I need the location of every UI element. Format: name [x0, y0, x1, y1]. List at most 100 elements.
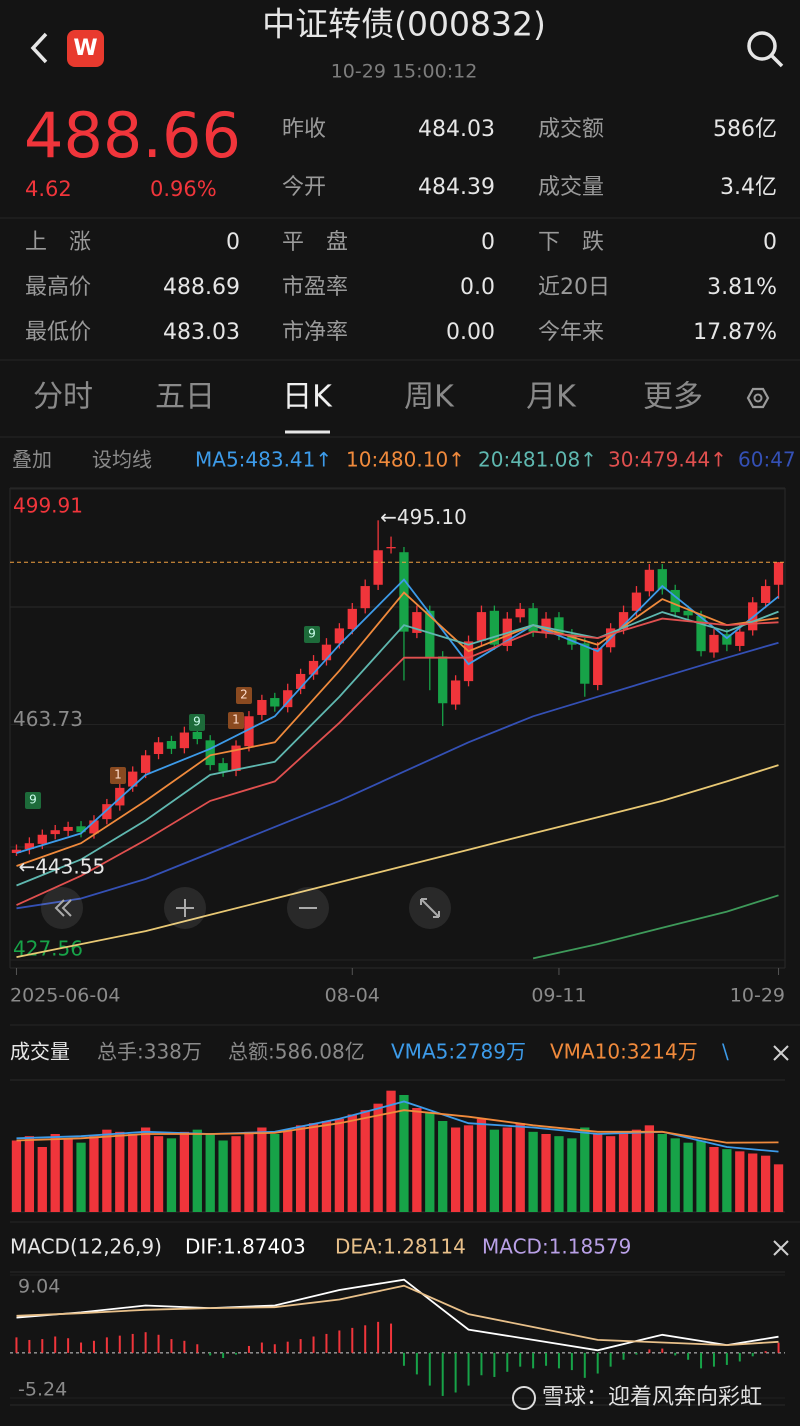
- stat-value: 0.00: [446, 320, 495, 345]
- indicator-line: [16, 1284, 779, 1347]
- volume-bar: [748, 1153, 758, 1212]
- volume-bar: [140, 1127, 151, 1212]
- chart-tool[interactable]: 叠加: [12, 448, 52, 472]
- badge: [110, 767, 126, 784]
- badge-label: 9: [308, 627, 316, 641]
- watermark: 雪球：迎着风奔向彩虹: [542, 1385, 762, 1410]
- indicator-line: [16, 617, 779, 906]
- period-tab[interactable]: 周K: [404, 380, 455, 415]
- period-tab[interactable]: 日K: [282, 380, 333, 415]
- volume-bar: [554, 1136, 564, 1212]
- volume-bar: [502, 1127, 512, 1212]
- watermark-logo: [512, 1386, 536, 1410]
- scroll-left-button[interactable]: [41, 887, 83, 929]
- badge-label: 1: [232, 713, 240, 727]
- chart-settings[interactable]: [746, 387, 770, 409]
- fullscreen-button[interactable]: [409, 887, 451, 929]
- price-change-pct: 0.96%: [150, 177, 217, 201]
- candle-body: [541, 618, 551, 633]
- back-button[interactable]: [30, 32, 48, 64]
- zoom-in-button[interactable]: [164, 887, 206, 929]
- stat-label: 最低价: [25, 320, 91, 345]
- zoom-out-button[interactable]: [287, 887, 329, 929]
- y-tick-label: 499.91: [13, 494, 83, 518]
- volume-bar: [657, 1134, 667, 1212]
- period-tab[interactable]: 五日: [155, 380, 215, 415]
- indicator-line: [16, 1278, 779, 1352]
- indicator-line: [16, 610, 779, 887]
- candle-body: [696, 616, 706, 652]
- period-tab[interactable]: 月K: [526, 380, 577, 415]
- volume-bar: [153, 1136, 164, 1212]
- volume-bar: [205, 1134, 215, 1212]
- badge-label: 2: [240, 688, 248, 702]
- chart-tool[interactable]: 设均线: [92, 448, 152, 472]
- stat-label: 平 盘: [282, 230, 348, 255]
- indicator-line: [16, 1109, 779, 1144]
- search-button[interactable]: [747, 31, 784, 68]
- volume-bar: [760, 1155, 771, 1212]
- volume-bar: [270, 1134, 280, 1212]
- candle-body: [24, 843, 35, 850]
- candle-body: [115, 787, 125, 806]
- signal-badges: 9 1 9 1 2 9: [25, 626, 320, 809]
- volume-bar: [257, 1127, 267, 1212]
- volume-bar: [567, 1138, 577, 1212]
- indicator-line: [16, 641, 779, 910]
- stat-label: 成交量: [538, 175, 604, 200]
- close-volume[interactable]: [773, 1045, 789, 1061]
- y-tick-label: 463.73: [13, 707, 83, 731]
- volume-bar: [102, 1129, 112, 1212]
- candle-body: [773, 562, 784, 585]
- candle-body: [528, 608, 538, 632]
- ma-legend: MA5:483.41↑: [195, 448, 332, 472]
- candle-body: [257, 699, 267, 715]
- stat-value: 0: [763, 230, 777, 255]
- stat-label: 市净率: [282, 320, 348, 345]
- volume-bar: [683, 1142, 693, 1212]
- stat-label: 最高价: [25, 275, 91, 300]
- volume-bar: [24, 1136, 35, 1212]
- chart-layer: 499.91 463.73 427.56 2025-06-04 08-04 09-11 10…: [10, 448, 796, 1401]
- period-tab[interactable]: 分时: [33, 380, 93, 415]
- stat-label: 近20日: [538, 275, 610, 300]
- period-tab[interactable]: 更多: [643, 380, 703, 415]
- volume-bar: [360, 1110, 370, 1212]
- ma-legend: 60:47: [738, 448, 796, 472]
- candle-body: [37, 834, 47, 844]
- candle-body: [463, 641, 474, 682]
- candle-body: [373, 550, 383, 585]
- candle-body: [270, 698, 280, 707]
- app-logo-glyph: W: [73, 36, 97, 61]
- indicator-line: [16, 591, 779, 867]
- candle-body: [218, 763, 228, 772]
- candle-body: [283, 690, 293, 708]
- macd-title: MACD(12,26,9): [10, 1235, 162, 1259]
- stat-label: 成交额: [538, 117, 604, 142]
- y-tick-label: 427.56: [13, 937, 83, 961]
- candle-body: [360, 586, 370, 609]
- app-logo[interactable]: [67, 30, 104, 67]
- candle-body: [567, 634, 577, 645]
- volume-bar: [644, 1125, 655, 1212]
- volume-title: 成交量: [10, 1040, 70, 1064]
- candle-body: [735, 631, 745, 646]
- volume-legend: VMA5:2789万: [391, 1040, 526, 1064]
- candle-body: [593, 647, 603, 686]
- volume-bar: [515, 1123, 525, 1212]
- volume-bar: [709, 1147, 719, 1212]
- candle-body: [722, 634, 732, 645]
- volume-bar: [308, 1123, 319, 1212]
- close-macd[interactable]: [773, 1240, 789, 1256]
- stat-value: 484.03: [418, 117, 495, 142]
- macd-legend: MACD:1.18579: [482, 1235, 631, 1259]
- volume-bar: [399, 1095, 409, 1212]
- volume-bar: [76, 1142, 86, 1212]
- x-tick-label: 2025-06-04: [10, 985, 120, 1007]
- y-tick-label: -5.24: [18, 1379, 67, 1401]
- candle-body: [321, 644, 332, 661]
- stat-value: 483.03: [163, 320, 240, 345]
- candle-body: [11, 849, 22, 853]
- volume-bar: [412, 1108, 422, 1212]
- candle-body: [412, 612, 422, 633]
